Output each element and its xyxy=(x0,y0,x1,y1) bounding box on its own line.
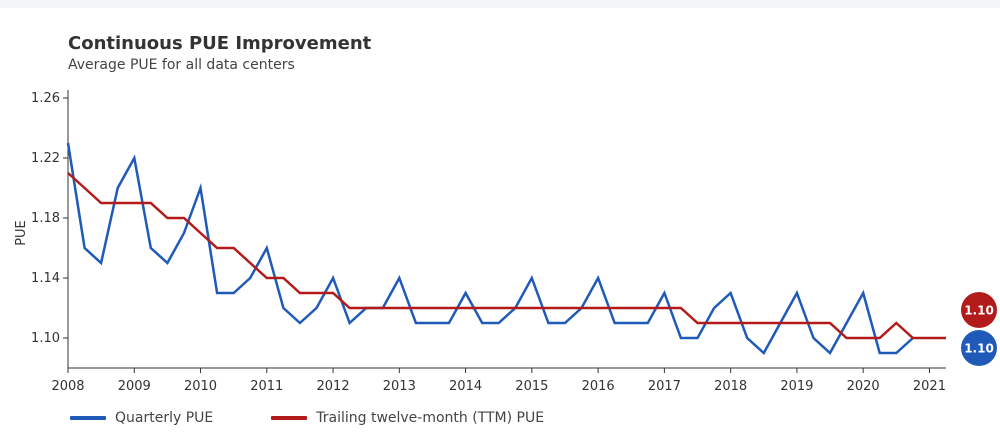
chart-legend: Quarterly PUE Trailing twelve-month (TTM… xyxy=(70,410,602,426)
legend-swatch-ttm xyxy=(271,416,308,420)
legend-item-ttm: Trailing twelve-month (TTM) PUE xyxy=(271,410,544,426)
y-tick-label: 1.22 xyxy=(31,151,60,166)
x-tick-label: 2020 xyxy=(847,379,880,394)
x-tick-label: 2015 xyxy=(515,379,548,394)
x-tick-label: 2021 xyxy=(913,379,946,394)
top-bar xyxy=(0,0,1000,8)
x-tick-label: 2018 xyxy=(714,379,747,394)
series-line-0 xyxy=(66,142,914,355)
end-label-badge-0 xyxy=(961,330,997,366)
x-tick-label: 2012 xyxy=(317,379,350,394)
end-label-text-1: 1.10 xyxy=(964,304,994,318)
x-tick-label: 2016 xyxy=(582,379,615,394)
x-tick-label: 2008 xyxy=(51,379,84,394)
legend-label-ttm: Trailing twelve-month (TTM) PUE xyxy=(316,410,545,426)
chart-subtitle: Average PUE for all data centers xyxy=(68,57,295,73)
x-tick-label: 2014 xyxy=(449,379,482,394)
y-tick-label: 1.10 xyxy=(31,331,60,346)
y-tick-label: 1.18 xyxy=(31,211,60,226)
end-label-badge-1 xyxy=(961,292,997,328)
y-tick-label: 1.26 xyxy=(31,91,60,106)
chart-title: Continuous PUE Improvement xyxy=(68,33,372,54)
legend-swatch-quarterly xyxy=(70,416,106,420)
x-tick-label: 2017 xyxy=(648,379,681,394)
legend-item-quarterly: Quarterly PUE xyxy=(70,410,213,426)
x-tick-label: 2013 xyxy=(383,379,416,394)
x-tick-label: 2009 xyxy=(118,379,151,394)
end-label-text-0: 1.10 xyxy=(964,342,994,356)
y-axis-label: PUE xyxy=(14,220,29,246)
legend-label-quarterly: Quarterly PUE xyxy=(115,410,214,426)
x-tick-label: 2010 xyxy=(184,379,217,394)
x-tick-label: 2011 xyxy=(250,379,283,394)
series-line-1 xyxy=(67,172,946,340)
y-tick-label: 1.14 xyxy=(31,271,60,286)
x-tick-label: 2019 xyxy=(780,379,813,394)
